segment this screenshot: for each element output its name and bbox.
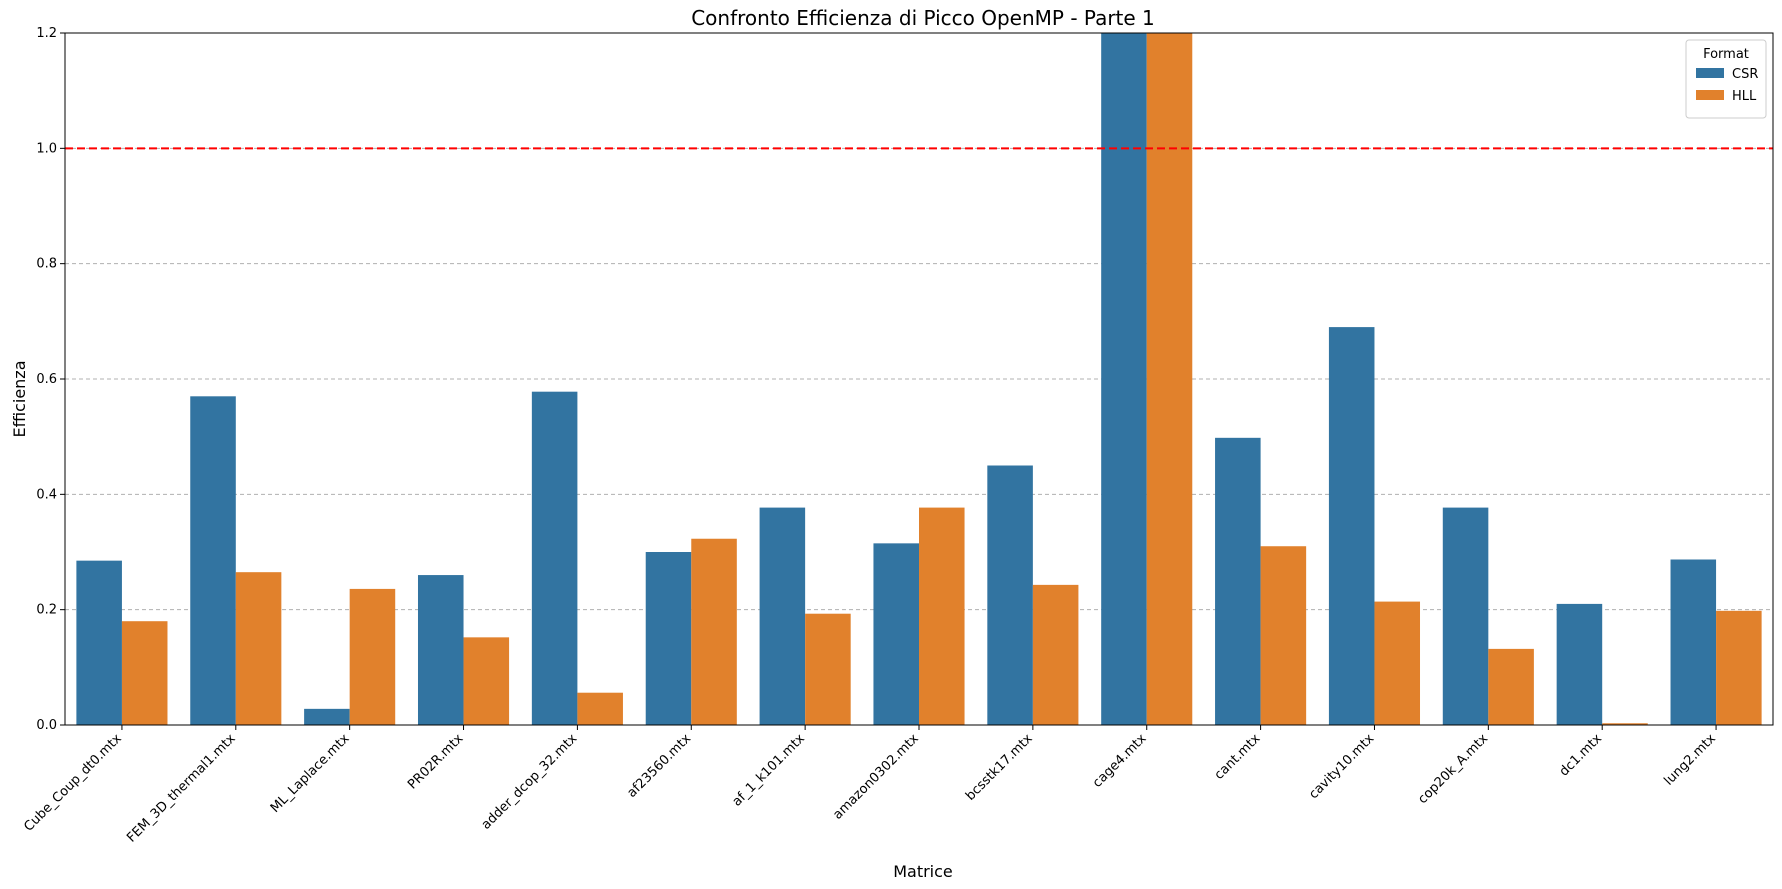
bar-csr [1101, 33, 1147, 725]
bar-csr [1556, 603, 1603, 725]
bar-csr [1328, 327, 1375, 725]
bar-hll [121, 621, 168, 725]
bar-csr [76, 560, 122, 725]
bar-hll [1374, 601, 1421, 725]
legend-label-csr: CSR [1732, 67, 1758, 82]
axes-frame [64, 32, 1774, 726]
bar-csr [1215, 437, 1261, 725]
y-tick-label: 0.0 [36, 718, 57, 733]
y-tick-label: 0.8 [36, 257, 57, 272]
bar-csr [1442, 507, 1489, 725]
bar-hll [1602, 723, 1648, 725]
bar-hll [235, 572, 282, 725]
bar-hll [805, 613, 851, 725]
bar-hll [463, 637, 510, 725]
y-axis-label: Efficienza [10, 360, 29, 437]
bar-csr [531, 391, 578, 725]
chart-title: Confronto Efficienza di Picco OpenMP - P… [691, 6, 1155, 30]
legend-swatch-hll [1696, 90, 1724, 100]
y-tick-label: 0.6 [36, 372, 57, 387]
bar-csr [873, 543, 919, 725]
bar-csr [759, 507, 806, 725]
bar-hll [1716, 610, 1762, 725]
y-tick-label: 1.2 [36, 26, 57, 41]
bar-csr [417, 575, 464, 725]
x-axis-label: Matrice [893, 862, 953, 881]
bar-hll [1146, 33, 1193, 725]
legend-label-hll: HLL [1732, 89, 1757, 104]
bar-hll [349, 588, 396, 725]
legend-swatch-csr [1696, 68, 1724, 78]
bar-hll [919, 507, 965, 725]
bar-hll [1260, 546, 1307, 725]
y-tick-label: 1.0 [36, 141, 57, 156]
bar-hll [577, 692, 623, 725]
bar-csr [1670, 559, 1717, 725]
y-tick-label: 0.4 [36, 487, 57, 502]
legend-title: Format [1703, 47, 1749, 62]
bar-hll [1032, 584, 1079, 725]
y-tick-label: 0.2 [36, 603, 57, 618]
bar-hll [1488, 648, 1534, 725]
bar-csr [304, 708, 350, 725]
bar-hll [691, 538, 737, 725]
bar-csr [190, 396, 236, 725]
bar-csr [987, 465, 1033, 725]
bar-csr [645, 552, 692, 725]
